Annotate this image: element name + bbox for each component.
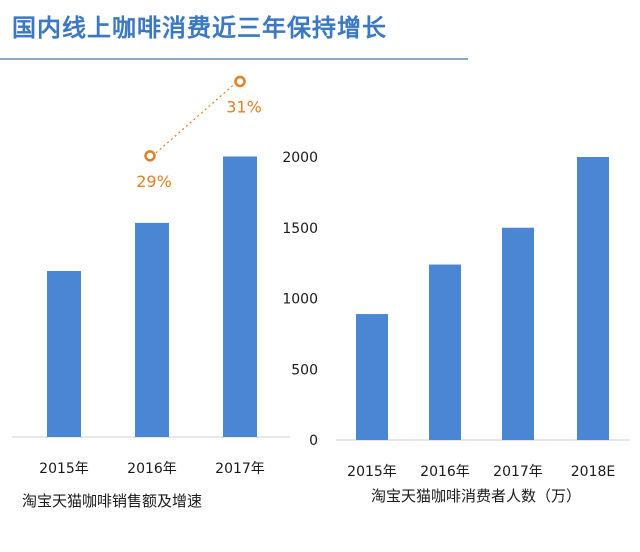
growth-marker xyxy=(144,150,156,162)
sales-x-tick: 2015年 xyxy=(39,461,89,477)
consumers-y-tick: 0 xyxy=(309,433,318,449)
consumers-x-tick: 2017年 xyxy=(493,464,543,480)
sales-x-tick: 2016年 xyxy=(127,461,177,477)
consumers-bar xyxy=(356,314,388,440)
consumers-y-tick: 1000 xyxy=(282,292,318,308)
consumers-bar xyxy=(429,264,461,440)
consumers-bar xyxy=(577,157,609,440)
sales-chart-caption: 淘宝天猫咖啡销售额及增速 xyxy=(22,492,202,510)
page-title: 国内线上咖啡消费近三年保持增长 xyxy=(12,13,387,42)
sales-x-tick: 2017年 xyxy=(215,461,265,477)
sales-chart: 2015年 2016年 2017年 29% 31% 淘宝天猫咖啡销售额及增速 xyxy=(12,75,290,510)
consumers-bar xyxy=(502,227,534,440)
consumers-chart: 0 500 1000 1500 2000 2015年 2016年 2017年 2018E 淘宝… xyxy=(282,150,630,505)
consumers-y-tick: 2000 xyxy=(282,150,318,166)
growth-marker xyxy=(234,75,246,88)
growth-label: 29% xyxy=(136,172,172,191)
consumers-y-tick: 1500 xyxy=(282,221,318,237)
sales-bar xyxy=(47,271,81,437)
consumers-y-tick: 500 xyxy=(291,362,318,378)
growth-connector xyxy=(155,84,235,154)
growth-label: 31% xyxy=(226,97,262,116)
sales-bar xyxy=(223,156,257,437)
consumers-x-tick: 2015年 xyxy=(347,464,397,480)
consumers-x-tick: 2016年 xyxy=(420,464,470,480)
consumers-chart-caption: 淘宝天猫咖啡消费者人数（万） xyxy=(371,487,581,505)
title-divider xyxy=(0,58,468,60)
consumers-x-tick: 2018E xyxy=(571,464,615,480)
sales-bar xyxy=(135,222,169,437)
